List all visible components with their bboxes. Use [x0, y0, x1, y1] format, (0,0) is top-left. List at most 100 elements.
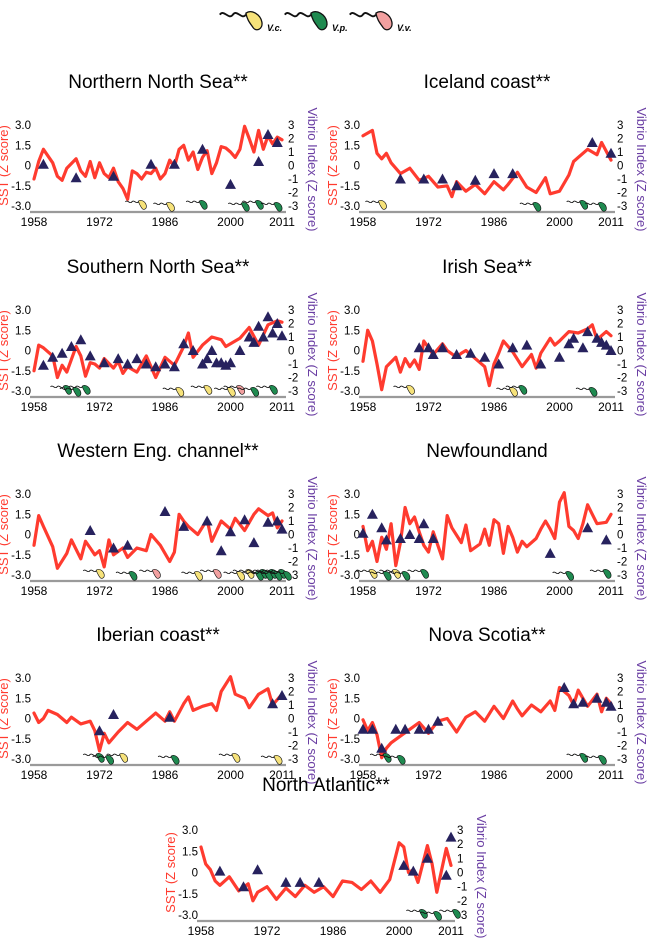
x-tick-label: 2011 — [598, 400, 624, 414]
vibrio-index-point — [225, 357, 236, 368]
vibrio-cell-icon — [602, 569, 612, 579]
panel-title: North Atlantic** — [262, 775, 390, 796]
panel-title: Iberian coast** — [96, 625, 220, 646]
vibrio-cell-icon — [119, 753, 128, 763]
vibrio-index-point — [243, 331, 255, 342]
vibrio-v-c-marker-icon — [393, 385, 415, 395]
vibrio-axis-label: Vibrio Index (Z score) — [305, 476, 320, 600]
y-left-tick-label: -1.5 — [11, 181, 31, 193]
vibrio-cell-icon — [378, 200, 387, 210]
vibrio-v-c-marker-icon — [181, 571, 203, 581]
vibrio-index-point — [159, 506, 171, 516]
vibrio-cell-icon — [170, 755, 180, 765]
flagellum — [383, 755, 398, 759]
vibrio-index-point — [423, 342, 434, 353]
vibrio-index-point — [488, 168, 500, 179]
sst-series-line — [361, 685, 613, 760]
flagellum — [585, 755, 599, 759]
vibrio-index-point — [214, 865, 226, 876]
y-right-tick-label: -1 — [617, 174, 627, 186]
vibrio-cell-icon — [375, 11, 393, 31]
vibrio-index-point — [108, 170, 119, 181]
vibrio-index-point — [168, 158, 180, 169]
x-tick-label: 1958 — [21, 215, 48, 229]
vibrio-index-point — [445, 831, 457, 842]
vibrio-index-point — [234, 345, 246, 355]
vibrio-cell-icon — [565, 571, 574, 581]
x-tick-label: 2000 — [546, 584, 573, 598]
y-left-tick-label: 1.5 — [15, 140, 31, 152]
y-right-tick-label: 0 — [617, 530, 623, 542]
vibrio-index-point — [600, 339, 612, 350]
vibrio-cell-icon — [245, 11, 263, 31]
sst-series-line — [32, 124, 284, 201]
vibrio-v-p-marker-icon — [157, 755, 180, 765]
vibrio-v-p-marker-icon — [82, 753, 105, 763]
vibrio-cell-icon — [128, 571, 138, 581]
vibrio-v-p-marker-icon — [256, 385, 278, 395]
x-tick-label: 2000 — [217, 400, 244, 414]
vibrio-cell-icon — [598, 202, 607, 212]
flagellum — [260, 571, 275, 575]
vibrio-index-point — [440, 869, 452, 880]
x-tick-label: 1958 — [350, 768, 377, 782]
x-tick-label: 2011 — [269, 215, 295, 229]
x-tick-label: 2000 — [546, 400, 573, 414]
y-right-tick-label: 0 — [288, 161, 294, 173]
flagellum — [284, 12, 312, 18]
vibrio-v-c-marker-icon — [260, 755, 283, 765]
x-tick-label: 1986 — [152, 768, 179, 782]
vibrio-v-c-marker-icon — [379, 569, 401, 579]
vibrio-v-p-marker-icon — [270, 571, 292, 581]
y-right-tick-label: -3 — [617, 201, 627, 213]
y-right-tick-label: -3 — [288, 386, 298, 398]
vibrio-index-point — [108, 542, 119, 553]
x-tick-label: 1958 — [21, 584, 48, 598]
vibrio-index-point — [521, 339, 533, 350]
flagellum — [139, 569, 153, 573]
flagellum — [349, 12, 377, 18]
vibrio-v-p-marker-icon — [589, 569, 612, 579]
vibrio-axis-label: Vibrio Index (Z score) — [305, 292, 320, 416]
vibrio-index-point — [591, 692, 603, 703]
vibrio-index-point — [98, 357, 110, 368]
vibrio-cell-icon — [250, 387, 260, 397]
vibrio-index-point — [248, 336, 260, 347]
vibrio-index-point — [507, 168, 519, 179]
vibrio-index-point — [248, 537, 260, 548]
x-tick-label: 1986 — [152, 215, 179, 229]
vibrio-index-point — [605, 345, 617, 355]
x-tick-label: 1958 — [21, 400, 48, 414]
panel-title: Northern North Sea** — [68, 72, 248, 93]
y-left-tick-label: -1.5 — [11, 734, 31, 746]
y-right-tick-label: 1 — [288, 700, 294, 712]
vibrio-v-p-marker-icon — [237, 387, 260, 397]
y-right-tick-label: 3 — [288, 673, 294, 685]
vibrio-v-p-marker-icon — [585, 755, 607, 765]
y-right-tick-label: 3 — [617, 673, 623, 685]
vibrio-index-point — [225, 526, 236, 537]
x-tick-label: 1986 — [320, 924, 347, 938]
vibrio-cell-icon — [419, 909, 428, 919]
vibrio-cell-icon — [212, 569, 222, 579]
y-left-tick-label: 0 — [354, 714, 360, 726]
y-left-tick-label: 3.0 — [344, 673, 360, 685]
y-right-tick-label: -2 — [288, 373, 298, 385]
vibrio-cell-icon — [269, 385, 278, 395]
vibrio-v-c-marker-icon — [365, 200, 387, 210]
vibrio-v-p-marker-icon — [566, 200, 589, 210]
vibrio-cell-icon — [509, 387, 518, 397]
vibrio-cell-icon — [72, 387, 82, 397]
vibrio-index-point — [253, 320, 265, 331]
flagellum — [406, 909, 420, 913]
vibrio-cell-icon — [588, 387, 598, 397]
y-left-tick-label: -3.0 — [340, 570, 360, 582]
y-right-tick-label: -1 — [288, 727, 298, 739]
vibrio-index-point — [394, 173, 406, 184]
y-right-tick-label: -1 — [617, 543, 627, 555]
vibrio-index-point — [418, 518, 430, 529]
y-right-tick-label: -1 — [288, 543, 298, 555]
y-right-tick-label: 2 — [288, 319, 294, 331]
vibrio-index-point — [577, 342, 589, 353]
vibrio-index-point — [421, 852, 433, 863]
